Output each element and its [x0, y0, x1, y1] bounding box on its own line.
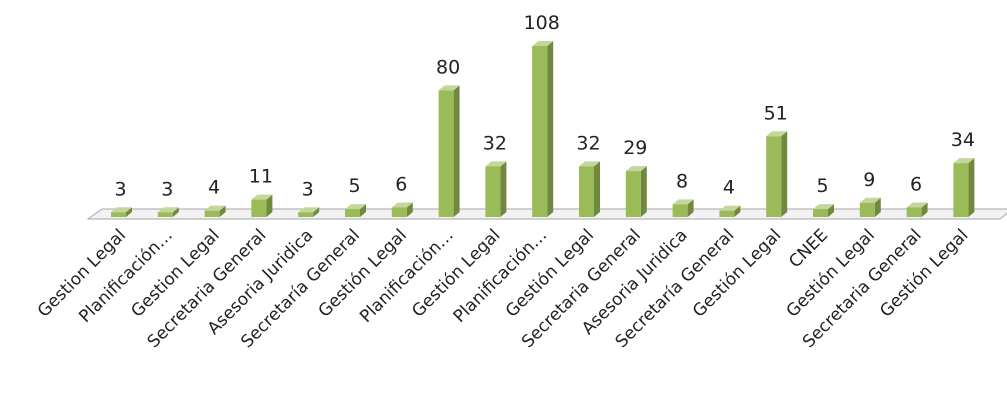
bar-front	[813, 209, 828, 217]
bars-group	[111, 41, 975, 217]
bar-top	[672, 199, 694, 205]
bar-top	[157, 207, 179, 213]
bar-top	[251, 194, 273, 200]
bar	[204, 205, 226, 217]
bar	[251, 194, 273, 217]
bar	[813, 204, 834, 217]
bar-side	[968, 158, 975, 217]
bar-front	[157, 212, 173, 217]
bar-side	[453, 85, 460, 217]
bar-top	[906, 202, 928, 208]
data-label: 8	[676, 170, 688, 192]
bar	[157, 207, 179, 217]
bar	[766, 131, 788, 217]
bar-front	[345, 209, 360, 217]
bar-side	[313, 207, 320, 217]
bar	[298, 207, 320, 217]
bar-front	[719, 210, 735, 217]
bar-top	[625, 166, 647, 172]
bar-top	[111, 207, 132, 213]
bar-side	[266, 194, 273, 217]
bar-side	[828, 204, 834, 217]
data-label: 108	[524, 12, 560, 34]
data-label: 34	[951, 129, 975, 151]
bar-side	[734, 205, 741, 217]
bar-front	[906, 207, 922, 217]
bar-side	[687, 199, 694, 217]
bar	[953, 158, 975, 217]
bar-top	[719, 205, 741, 211]
bar	[859, 197, 881, 217]
bar-top	[766, 131, 788, 137]
data-label: 5	[348, 175, 360, 197]
bar-side	[172, 207, 179, 217]
bar-side	[874, 197, 881, 217]
bar	[672, 199, 694, 217]
bar-front	[204, 210, 220, 217]
bar-front	[391, 207, 407, 217]
bar	[111, 207, 132, 217]
bar	[438, 85, 460, 217]
bar	[485, 161, 507, 217]
bar-front	[532, 46, 548, 217]
bar	[532, 41, 554, 217]
bar-side	[921, 202, 928, 217]
data-label: 80	[436, 56, 460, 78]
bar-front	[298, 212, 314, 217]
data-label: 32	[483, 132, 507, 154]
bar-top	[391, 202, 413, 208]
data-label: 3	[114, 178, 126, 200]
bar-side	[500, 161, 507, 217]
data-label: 3	[302, 178, 314, 200]
bar-side	[640, 166, 647, 217]
data-label: 5	[816, 175, 828, 197]
bar-front	[111, 212, 126, 217]
data-label: 32	[576, 132, 600, 154]
bar-front	[579, 166, 594, 217]
data-label: 4	[723, 177, 735, 199]
data-label: 6	[395, 174, 407, 196]
bar-front	[766, 136, 782, 217]
bar	[579, 161, 600, 217]
bar-side	[126, 207, 132, 217]
bar-front	[859, 202, 875, 217]
data-label: 3	[161, 178, 173, 200]
bar-top	[345, 204, 366, 210]
data-label: 6	[910, 174, 922, 196]
bar-front	[438, 90, 454, 217]
bar-side	[594, 161, 600, 217]
bar-top	[485, 161, 507, 167]
bar-side	[219, 205, 226, 217]
bar-top	[298, 207, 320, 213]
data-label: 4	[208, 177, 220, 199]
bar-front	[485, 166, 501, 217]
bar-top	[438, 85, 460, 91]
bar-top	[204, 205, 226, 211]
bar-front	[672, 204, 688, 217]
bar	[625, 166, 647, 217]
bar-top	[579, 161, 600, 167]
bar-front	[625, 171, 641, 217]
bar-side	[360, 204, 366, 217]
data-label: 29	[623, 137, 647, 159]
bar	[719, 205, 741, 217]
bar-top	[813, 204, 834, 210]
data-label: 9	[863, 169, 875, 191]
bar-front	[953, 163, 969, 217]
data-label: 51	[764, 102, 788, 124]
bar-side	[547, 41, 554, 217]
bar	[391, 202, 413, 217]
bar-front	[251, 199, 267, 217]
bar-top	[859, 197, 881, 203]
bar-side	[406, 202, 413, 217]
bar-top	[953, 158, 975, 164]
bar	[906, 202, 928, 217]
bar-top	[532, 41, 554, 46]
bar	[345, 204, 366, 217]
data-label: 11	[249, 166, 273, 188]
bar-side	[781, 131, 788, 217]
